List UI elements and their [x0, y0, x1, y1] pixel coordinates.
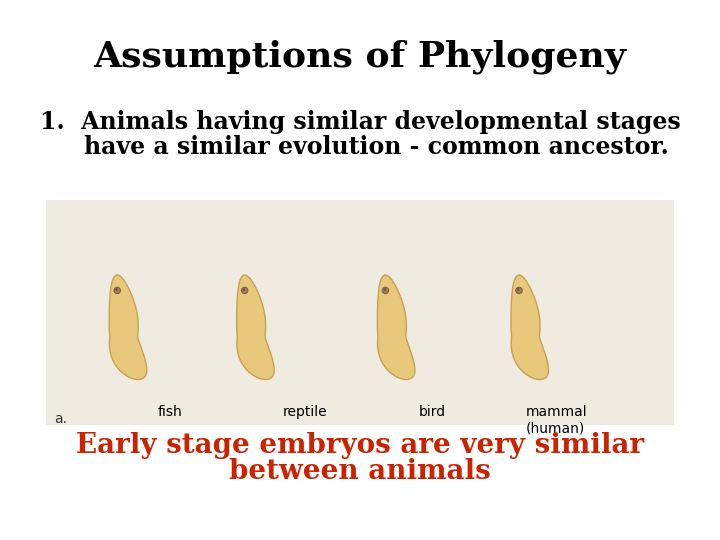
Ellipse shape	[516, 287, 522, 294]
Polygon shape	[237, 275, 274, 380]
Text: reptile: reptile	[283, 405, 328, 419]
Polygon shape	[377, 275, 415, 380]
Text: bird: bird	[418, 405, 446, 419]
Text: mammal
(human): mammal (human)	[526, 405, 588, 435]
Ellipse shape	[384, 288, 386, 291]
Text: Assumptions of Phylogeny: Assumptions of Phylogeny	[94, 40, 626, 75]
Text: a.: a.	[54, 412, 67, 426]
Text: Early stage embryos are very similar: Early stage embryos are very similar	[76, 432, 644, 459]
Text: have a similar evolution - common ancestor.: have a similar evolution - common ancest…	[51, 135, 669, 159]
Text: between animals: between animals	[229, 458, 491, 485]
Ellipse shape	[382, 287, 389, 294]
Text: 1.  Animals having similar developmental stages: 1. Animals having similar developmental …	[40, 110, 680, 134]
Ellipse shape	[243, 288, 245, 291]
Ellipse shape	[114, 287, 120, 294]
Ellipse shape	[115, 288, 117, 291]
Polygon shape	[511, 275, 549, 380]
Ellipse shape	[517, 288, 519, 291]
Polygon shape	[109, 275, 147, 380]
Ellipse shape	[241, 287, 248, 294]
Text: fish: fish	[158, 405, 183, 419]
Bar	[46, 200, 674, 425]
